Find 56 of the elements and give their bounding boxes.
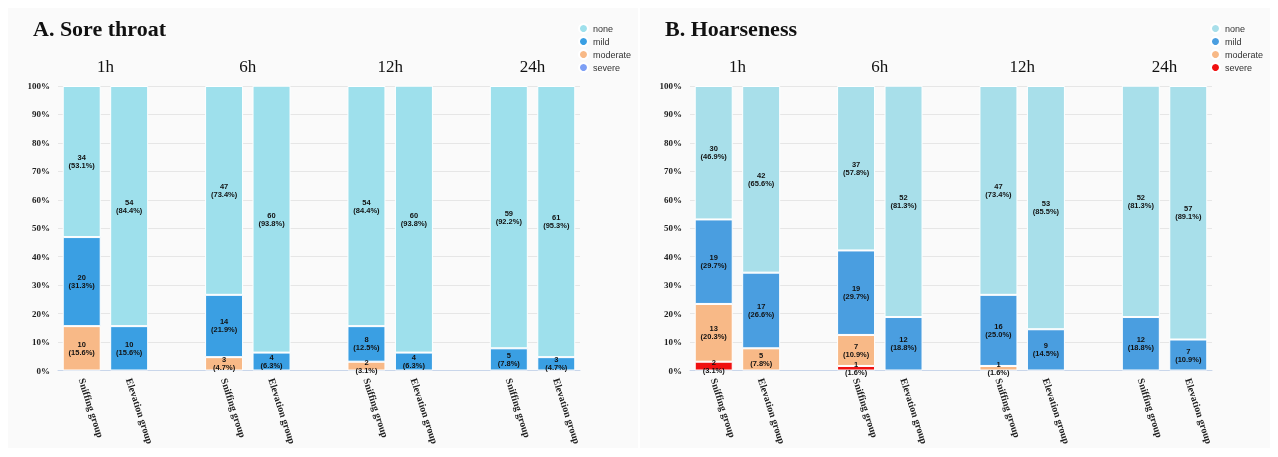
x-tick-label: Sniffing group — [218, 376, 249, 440]
y-tick-label: 0% — [36, 365, 50, 376]
x-tick-label: Elevation group — [1183, 376, 1215, 446]
text: 12h — [1009, 57, 1036, 76]
legend-label: severe — [1224, 62, 1252, 73]
legend-label: none — [1224, 23, 1246, 34]
text: 6h — [871, 57, 889, 76]
x-tick-label: Sniffing group — [993, 376, 1023, 440]
legend-label: mild — [1224, 36, 1242, 47]
x-tick-label: Elevation group — [898, 376, 931, 446]
text: 12h — [377, 57, 404, 76]
y-tick-label: 60% — [32, 194, 50, 205]
legend-label: mild — [592, 36, 610, 47]
legend-label: none — [592, 23, 614, 34]
legend-label: moderate — [592, 49, 632, 60]
legend-label: moderate — [1224, 49, 1264, 60]
x-tick-label: Sniffing group — [1135, 376, 1166, 440]
x-tick-label: Elevation group — [123, 376, 156, 446]
y-tick-label: 100% — [659, 81, 682, 91]
text: 1h — [728, 57, 747, 76]
y-tick-label: 10% — [664, 337, 682, 348]
y-tick-label: 30% — [664, 280, 682, 291]
y-tick-label: 90% — [664, 109, 682, 120]
x-tick-label: Sniffing group — [361, 376, 391, 440]
text: 24h — [1151, 57, 1178, 76]
text: 24h — [519, 57, 546, 76]
x-tick-label: Elevation group — [408, 376, 441, 446]
x-tick-label: Sniffing group — [850, 376, 881, 440]
y-tick-label: 50% — [664, 223, 682, 234]
y-tick-label: 50% — [32, 223, 50, 234]
y-tick-label: 40% — [664, 251, 682, 262]
x-tick-label: Elevation group — [551, 376, 583, 446]
y-tick-label: 60% — [664, 194, 682, 205]
y-tick-label: 20% — [664, 308, 682, 319]
x-tick-label: Sniffing group — [76, 376, 107, 440]
y-tick-label: 20% — [32, 308, 50, 319]
y-tick-label: 10% — [32, 337, 50, 348]
y-tick-label: 70% — [664, 166, 682, 177]
y-tick-label: 100% — [27, 81, 50, 91]
text: 1h — [96, 57, 115, 76]
y-tick-label: 90% — [32, 109, 50, 120]
chart-title: B. Hoarseness — [665, 15, 798, 41]
chart-title: A. Sore throat — [33, 15, 167, 41]
x-tick-label: Elevation group — [1040, 376, 1073, 446]
y-tick-label: 40% — [32, 251, 50, 262]
x-tick-label: Elevation group — [266, 376, 299, 446]
y-tick-label: 0% — [668, 365, 682, 376]
x-tick-label: Elevation group — [755, 376, 788, 446]
y-tick-label: 80% — [32, 137, 50, 148]
x-tick-label: Sniffing group — [708, 376, 739, 440]
y-tick-label: 30% — [32, 280, 50, 291]
legend-label: severe — [592, 62, 620, 73]
x-tick-label: Sniffing group — [503, 376, 534, 440]
text: 6h — [239, 57, 257, 76]
y-tick-label: 80% — [664, 137, 682, 148]
y-tick-label: 70% — [32, 166, 50, 177]
